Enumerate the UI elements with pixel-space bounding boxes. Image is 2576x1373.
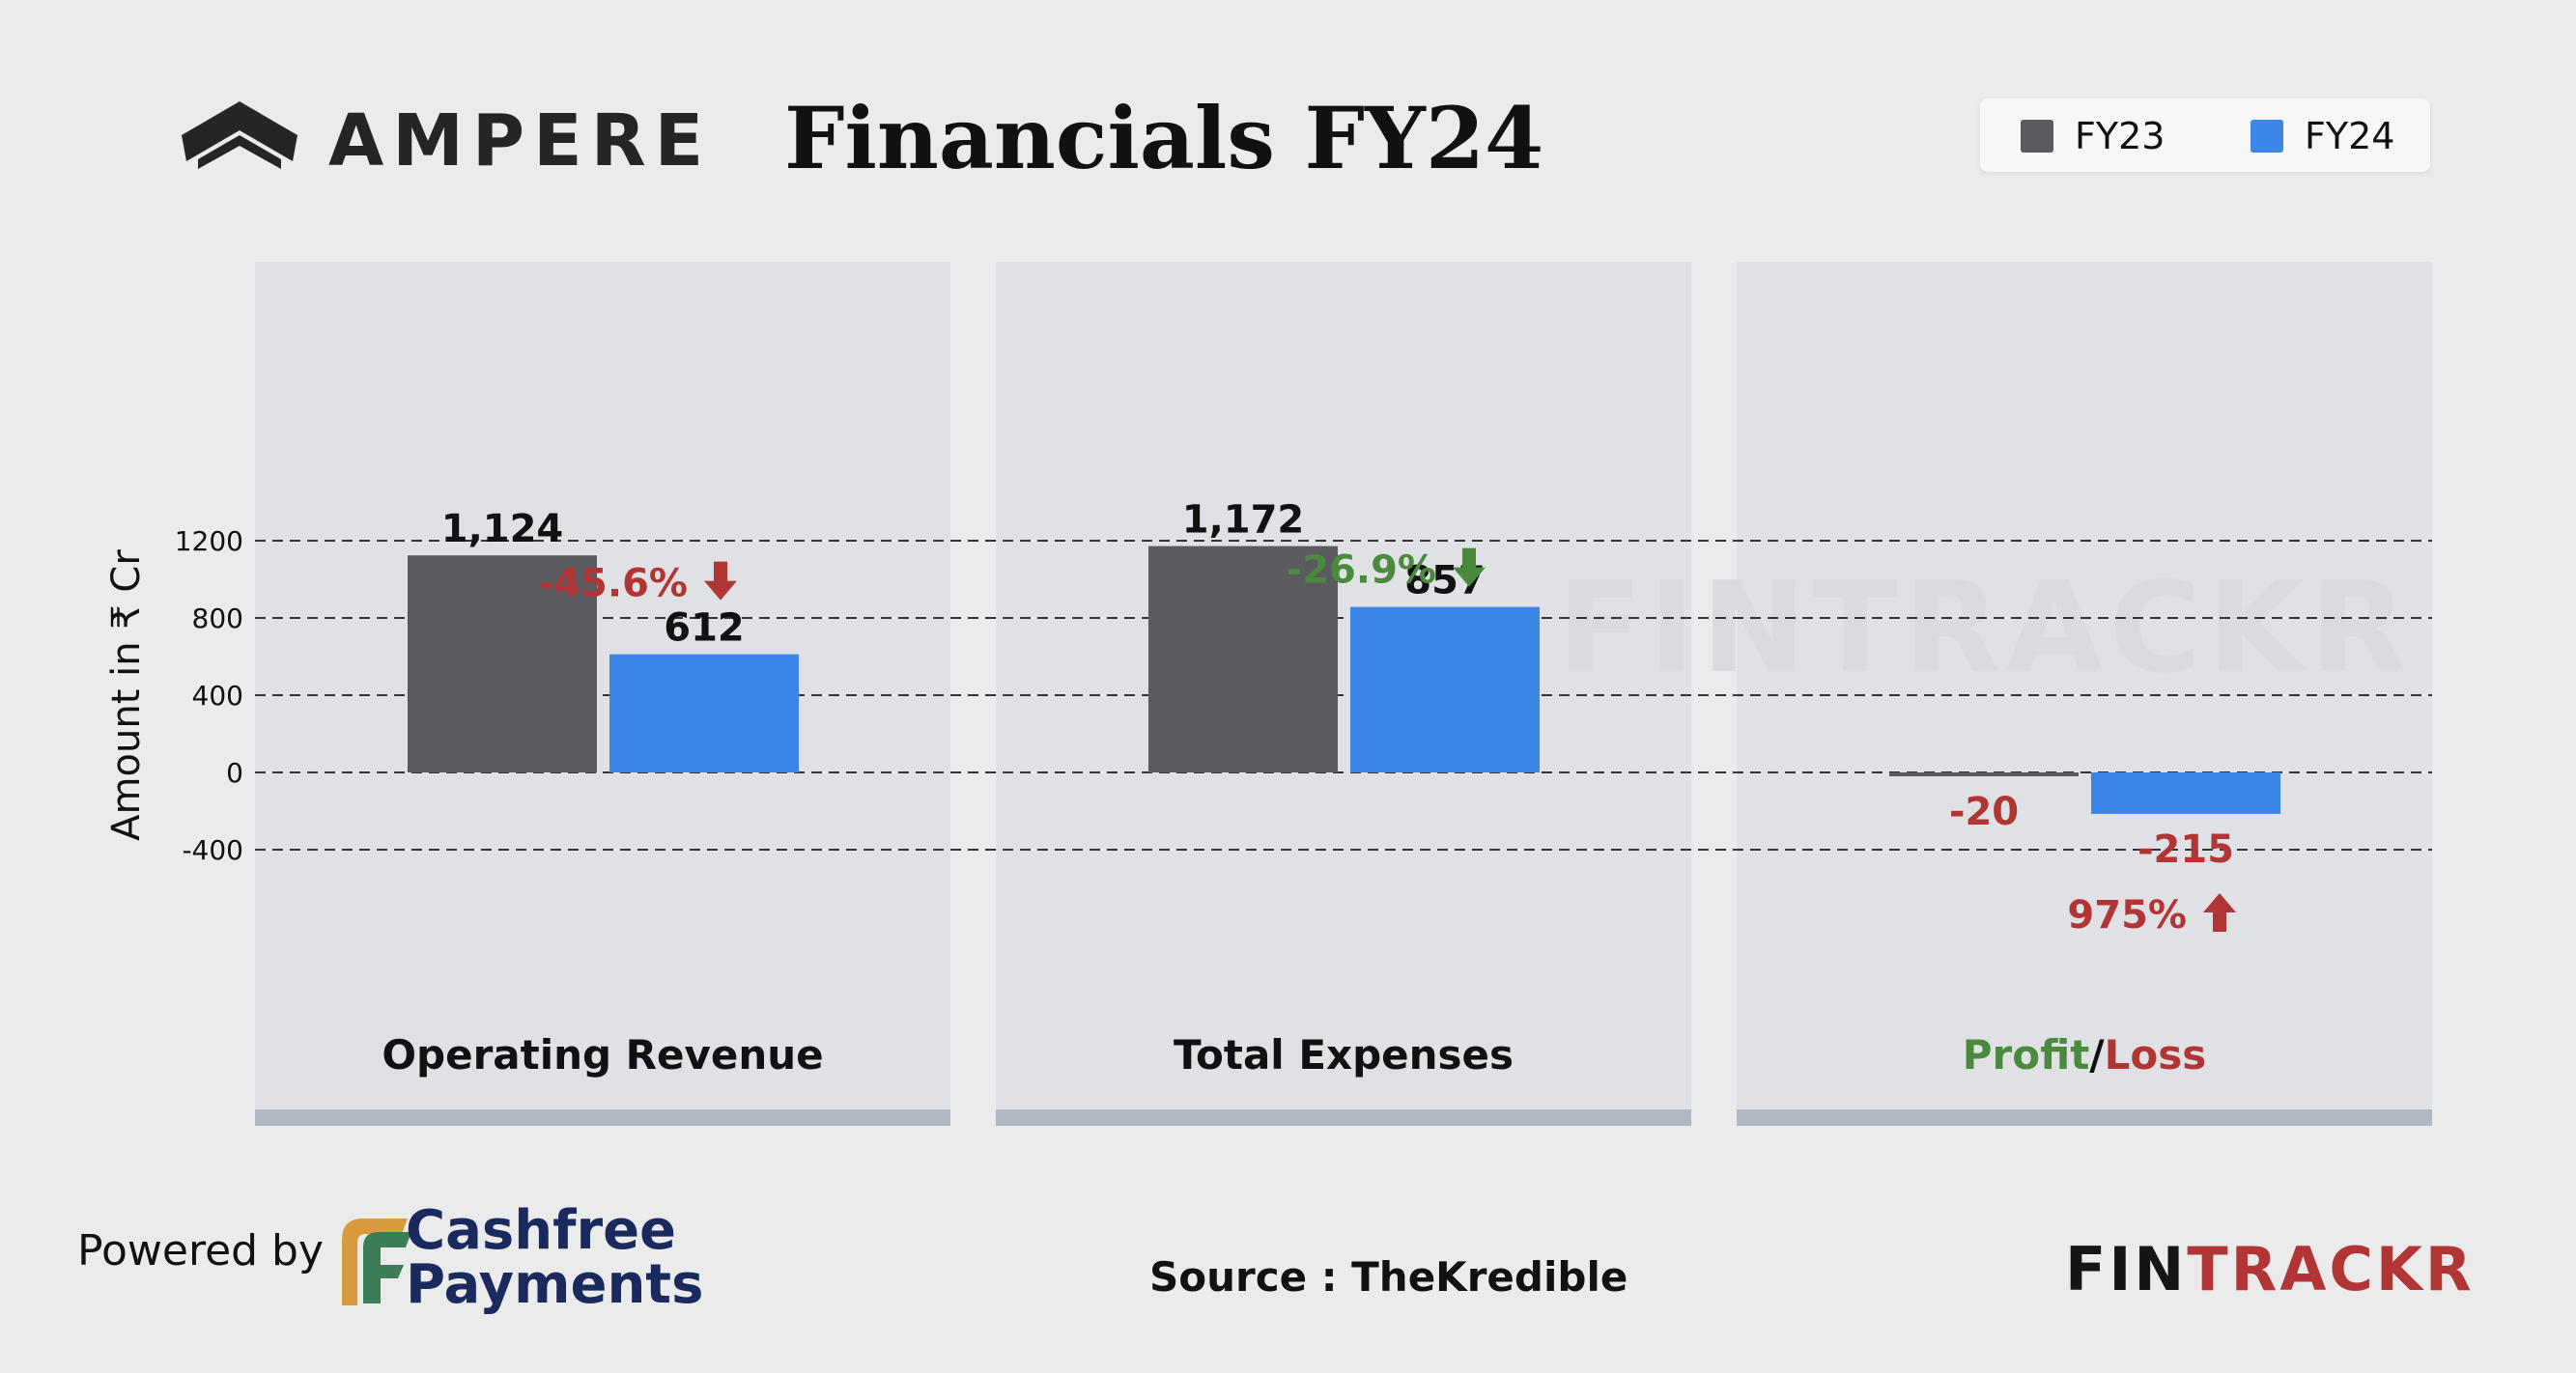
fintrackr-logo-part2: TRACKR — [2187, 1234, 2475, 1304]
legend-swatch-fy23 — [2021, 120, 2053, 153]
bar-fy23 — [1889, 772, 2079, 776]
legend-label-fy24: FY24 — [2305, 115, 2395, 157]
fintrackr-logo: FINTRACKR — [2065, 1234, 2475, 1304]
data-label: 1,172 — [1182, 498, 1305, 543]
y-tick-label: -400 — [182, 834, 243, 866]
data-label: -20 — [1949, 790, 2019, 834]
powered-by-label: Powered by — [77, 1226, 325, 1275]
bar-fy24 — [1350, 606, 1540, 772]
cashfree-name: Cashfree — [406, 1199, 677, 1262]
data-label: 1,124 — [441, 507, 564, 551]
category-label-slash: / — [2089, 1031, 2105, 1079]
legend-item-fy23: FY23 — [2021, 115, 2166, 157]
change-label: 975% — [2067, 893, 2187, 938]
chart-panel — [1737, 262, 2432, 1109]
page-title: Financials FY24 — [784, 88, 1544, 188]
source-label: Source : TheKredible — [1149, 1253, 1628, 1301]
change-label: -26.9% — [1287, 548, 1436, 593]
legend-item-fy24: FY24 — [2250, 115, 2395, 157]
y-tick-label: 800 — [192, 602, 243, 634]
cashfree-logo-icon — [342, 1219, 411, 1305]
cashfree-subname: Payments — [406, 1253, 704, 1316]
arrow-down-icon — [704, 561, 737, 601]
bar-fy24 — [2091, 772, 2280, 814]
legend-swatch-fy24 — [2250, 120, 2283, 153]
chart-panel — [255, 262, 950, 1109]
bar-fy23 — [408, 555, 597, 772]
y-tick-label: 1200 — [175, 525, 243, 557]
category-label: Total Expenses — [1174, 1031, 1514, 1079]
chart-legend: FY23 FY24 — [1980, 98, 2430, 172]
category-label: Profit/Loss — [1963, 1031, 2207, 1079]
chart-panel — [996, 262, 1691, 1109]
chart-panel-base — [996, 1109, 1691, 1126]
arrow-down-icon — [1453, 547, 1486, 587]
ampere-logo-icon — [182, 101, 297, 169]
chart-panel-base — [255, 1109, 950, 1126]
data-label: 612 — [664, 606, 745, 651]
bar-fy24 — [609, 654, 799, 772]
y-tick-label: 400 — [192, 680, 243, 712]
data-label: -215 — [2137, 827, 2234, 872]
fintrackr-logo-part1: FIN — [2065, 1234, 2188, 1304]
bar-fy23 — [1148, 546, 1338, 772]
y-tick-label: 0 — [226, 757, 243, 789]
legend-label-fy23: FY23 — [2075, 115, 2166, 157]
category-label-loss: Loss — [2105, 1031, 2207, 1079]
change-label: -45.6% — [538, 562, 688, 606]
arrow-up-icon — [2203, 893, 2236, 932]
category-label: Operating Revenue — [382, 1031, 823, 1079]
category-label-profit: Profit — [1963, 1031, 2090, 1079]
watermark-text: FINTRACKR — [1557, 554, 2413, 701]
brand-name: AMPERE — [328, 99, 713, 182]
y-axis-label: Amount in ₹ Cr — [104, 549, 149, 841]
chart-panel-base — [1737, 1109, 2432, 1126]
